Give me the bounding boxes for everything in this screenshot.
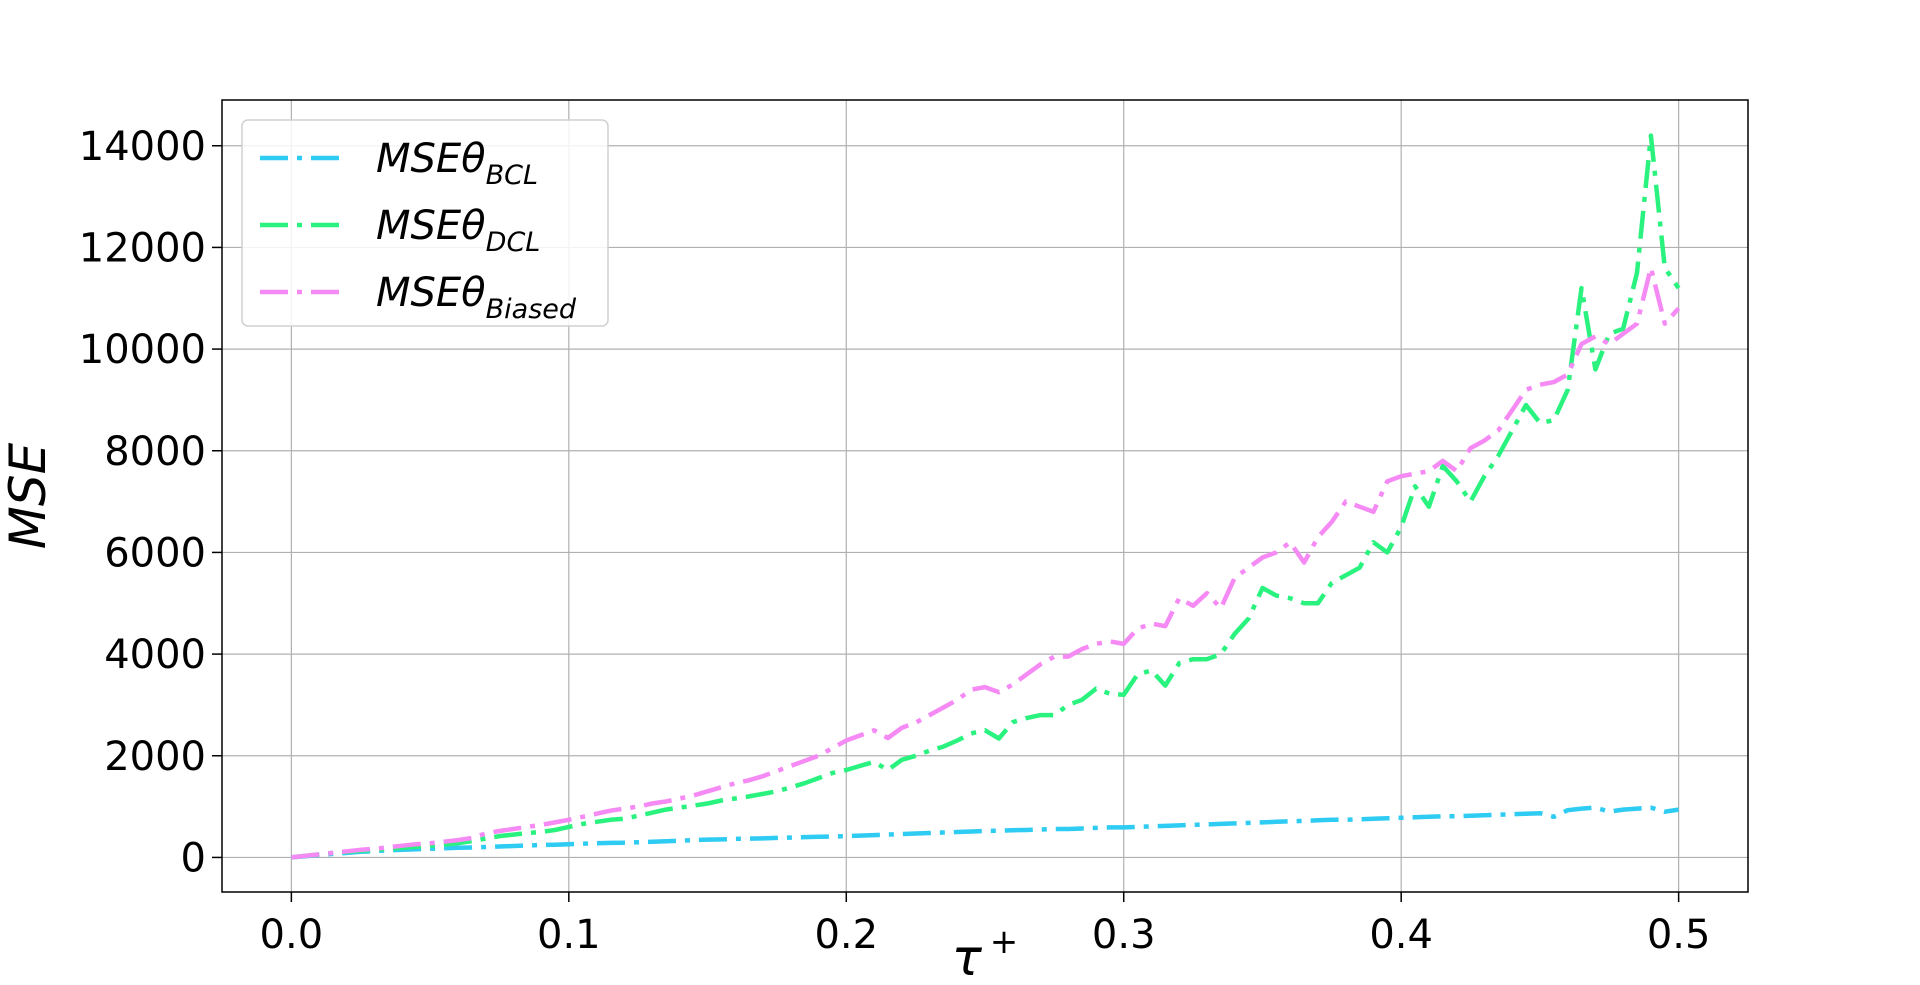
x-tick-label: 0.2: [814, 912, 878, 958]
x-axis-label-main: τ: [952, 929, 983, 981]
legend-label-biased: MSEθBiased: [376, 270, 577, 325]
y-tick-label: 14000: [79, 124, 206, 170]
series-line-biased: [291, 265, 1681, 860]
series-line-dcl: [291, 133, 1681, 860]
y-tick-label: 6000: [104, 530, 206, 576]
x-axis-label-superscript: +: [990, 922, 1019, 962]
x-tick-label: 0.0: [260, 912, 324, 958]
legend-box: [241, 119, 609, 327]
y-tick-label: 10000: [79, 327, 206, 373]
x-tick-label: 0.1: [537, 912, 601, 958]
x-tick-label: 0.5: [1647, 912, 1711, 958]
y-tick-label: 8000: [104, 429, 206, 475]
plot-area-frame: [221, 99, 1749, 893]
series-line-bcl: [291, 805, 1679, 860]
grid: [222, 100, 1748, 892]
x-axis-label: τ +: [952, 922, 1019, 981]
legend: MSEθBCL MSEθDCL MSEθBiased: [241, 119, 609, 327]
y-tick-label: 12000: [79, 225, 206, 271]
legend-label-bcl: MSEθBCL: [376, 136, 538, 191]
y-tick-label: 4000: [104, 632, 206, 678]
legend-label-dcl: MSEθDCL: [376, 203, 540, 258]
axis-ticks: 0.0 0.1 0.2 0.3 0.4 0.5 0 2000 4000 6000 8000 10000…: [79, 124, 1711, 958]
series-lines: [291, 133, 1681, 860]
x-tick-label: 0.3: [1092, 912, 1156, 958]
x-tick-label: 0.4: [1369, 912, 1433, 958]
y-axis-label: MSE: [0, 442, 57, 549]
y-tick-label: 0: [181, 835, 206, 881]
y-tick-label: 2000: [104, 734, 206, 780]
